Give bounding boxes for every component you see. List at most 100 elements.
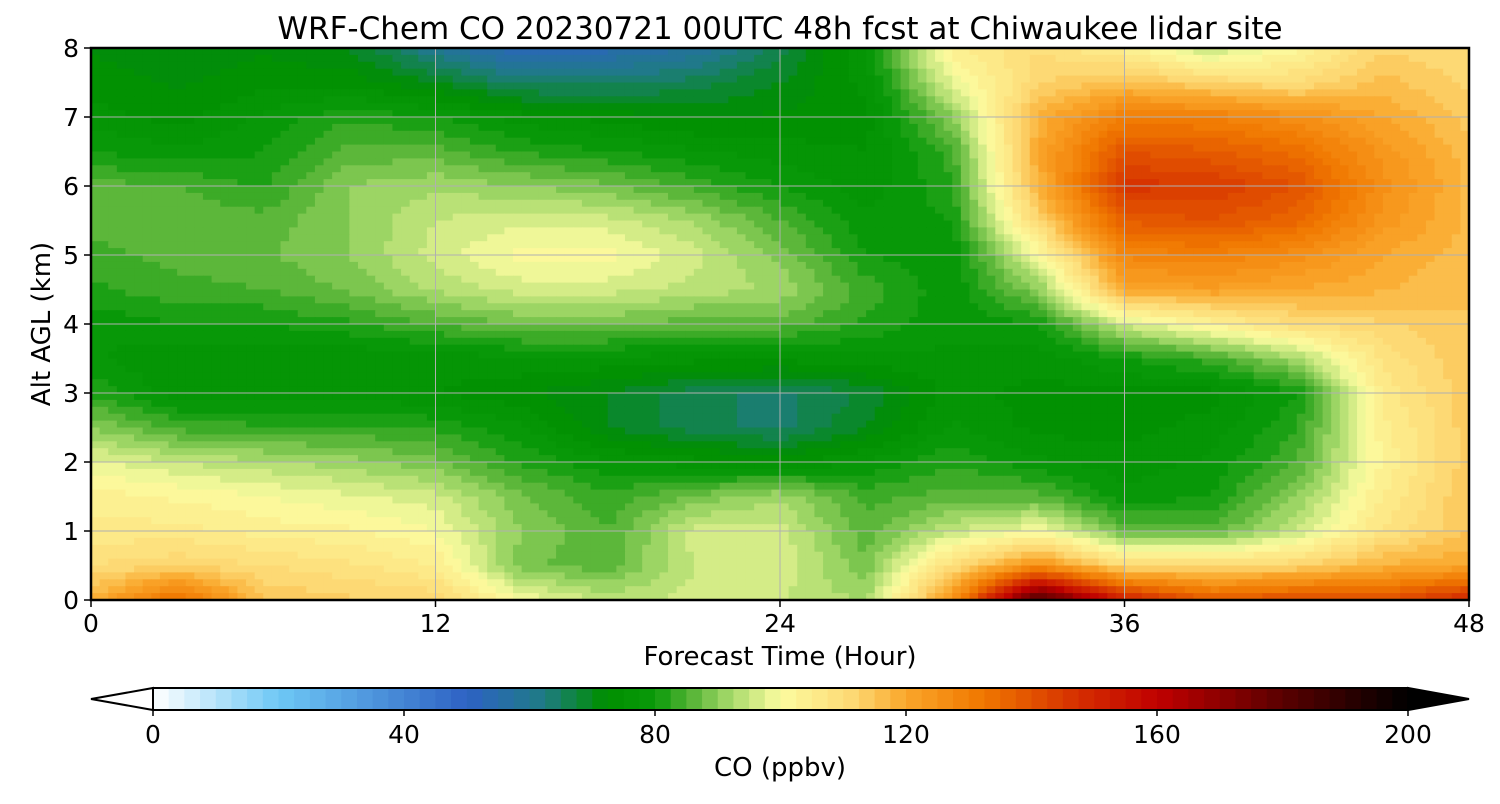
heatmap-cell [426,54,437,63]
heatmap-cell [1262,186,1272,194]
heatmap-cell [1313,255,1324,263]
heatmap-cell [607,103,617,111]
heatmap-cell [1081,165,1091,173]
heatmap-cell [702,213,712,222]
heatmap-cell [883,151,893,159]
heatmap-cell [1029,227,1039,235]
heatmap-cell [271,61,282,70]
heatmap-cell [211,123,221,132]
heatmap-cell [1365,75,1375,84]
heatmap-cell [616,151,626,159]
heatmap-cell [1460,158,1470,166]
heatmap-cell [780,89,790,97]
heatmap-cell [349,110,359,118]
heatmap-cell [1107,220,1117,228]
heatmap-cell [444,186,454,194]
heatmap-cell [1331,54,1341,63]
heatmap-cell [1064,89,1074,97]
heatmap-cell [1245,234,1255,242]
heatmap-cell [357,123,368,132]
heatmap-cell [151,179,161,187]
heatmap-cell [159,151,170,159]
heatmap-cell [891,172,902,180]
heatmap-cell [1270,172,1281,180]
heatmap-cell [332,227,342,235]
heatmap-cell [1038,206,1048,215]
heatmap-cell [1279,130,1289,139]
heatmap-cell [1167,220,1177,228]
heatmap-cell [297,144,307,153]
heatmap-cell [99,151,109,159]
heatmap-cell [874,123,884,132]
heatmap-cell [1408,206,1418,215]
heatmap-cell [1141,144,1151,153]
heatmap-cell [263,261,273,270]
heatmap-cell [685,110,695,118]
heatmap-cell [159,172,170,180]
heatmap-cell [960,186,971,194]
heatmap-cell [1012,206,1022,215]
heatmap-cell [780,137,790,146]
heatmap-cell [202,48,213,56]
heatmap-cell [409,255,419,263]
heatmap-cell [504,151,514,159]
heatmap-cell [263,110,273,118]
heatmap-cell [487,248,497,256]
heatmap-cell [1357,165,1367,173]
heatmap-cell [1219,206,1229,215]
heatmap-cell [814,123,824,132]
heatmap-cell [1072,165,1083,173]
heatmap-cell [91,123,101,132]
heatmap-cell [1339,137,1350,146]
heatmap-cell [607,48,617,56]
heatmap-cell [590,96,600,104]
heatmap-cell [1029,75,1039,84]
heatmap-cell [1176,213,1186,222]
heatmap-cell [676,227,686,235]
heatmap-cell [1021,96,1031,104]
heatmap-cell [237,213,247,222]
heatmap-cell [1425,61,1436,70]
heatmap-cell [1460,172,1470,180]
heatmap-cell [263,117,273,125]
heatmap-cell [332,234,342,242]
heatmap-cell [142,144,152,153]
heatmap-cell [1124,144,1134,153]
heatmap-cell [435,158,445,166]
heatmap-cell [271,234,282,242]
heatmap-cell [1184,123,1194,132]
heatmap-cell [693,241,704,249]
heatmap-cell [1443,241,1453,249]
heatmap-cell [280,82,290,90]
heatmap-cell [711,68,721,77]
heatmap-cell [1124,213,1134,222]
heatmap-cell [1064,199,1074,208]
heatmap-cell [263,96,273,104]
heatmap-cell [375,165,385,173]
heatmap-cell [151,103,161,111]
heatmap-cell [444,158,454,166]
heatmap-cell [1072,103,1083,111]
heatmap-cell [1400,234,1410,242]
heatmap-cell [1072,241,1083,249]
heatmap-cell [866,165,876,173]
heatmap-cell [1038,48,1048,56]
heatmap-cell [461,68,471,77]
heatmap-cell [1322,61,1332,70]
heatmap-cell [1270,199,1281,208]
heatmap-cell [1443,89,1453,97]
heatmap-cell [99,103,109,111]
heatmap-cell [1167,96,1177,104]
heatmap-cell [1400,165,1410,173]
heatmap-cell [564,96,574,104]
heatmap-cell [409,192,419,201]
heatmap-cell [1348,158,1358,166]
heatmap-cell [642,213,652,222]
heatmap-cell [383,192,394,201]
heatmap-cell [1227,234,1238,242]
heatmap-cell [142,151,152,159]
heatmap-cell [211,110,221,118]
heatmap-cell [1167,199,1177,208]
heatmap-cell [943,89,953,97]
heatmap-cell [375,241,385,249]
